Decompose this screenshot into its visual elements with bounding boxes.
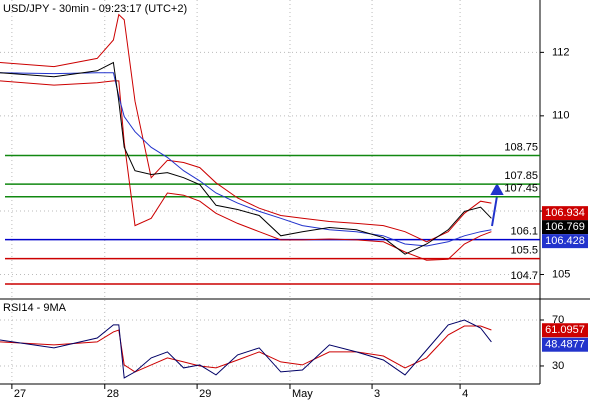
x-tick-label: May — [292, 388, 313, 400]
last-value-box — [542, 206, 588, 221]
x-tick-label: 28 — [107, 388, 119, 400]
level-label: 104.7 — [510, 270, 538, 282]
series-line — [0, 61, 492, 255]
last-value-label: 106.428 — [545, 235, 585, 247]
last-value-box — [542, 220, 588, 235]
series-line — [0, 325, 492, 373]
y-tick-label: 110 — [552, 110, 570, 122]
level-label: 106.1 — [510, 226, 538, 238]
last-value-label: 106.934 — [545, 207, 585, 219]
last-value-label: 48.4877 — [545, 339, 585, 351]
x-tick-label: 27 — [14, 388, 26, 400]
level-label: 107.45 — [504, 183, 538, 195]
last-value-label: 61.0957 — [545, 324, 585, 336]
x-tick-label: 29 — [199, 388, 211, 400]
series-line — [0, 13, 492, 243]
series-line — [0, 80, 492, 261]
y-tick-label: 30 — [552, 360, 564, 372]
last-value-label: 106.769 — [545, 221, 585, 233]
last-value-box — [542, 323, 588, 338]
x-tick-label: 4 — [462, 388, 468, 400]
y-tick-label: 70 — [552, 314, 564, 326]
last-value-box — [542, 234, 588, 249]
x-tick-label: 3 — [374, 388, 380, 400]
chart-title: USD/JPY - 30min - 09:23:17 (UTC+2) — [3, 3, 187, 15]
trend-arrow — [490, 182, 504, 227]
rsi-title: RSI14 - 9MA — [3, 302, 67, 314]
level-label: 105.5 — [510, 245, 538, 257]
y-tick-label: 105 — [552, 268, 570, 280]
last-value-box — [542, 337, 588, 352]
series-line — [0, 319, 492, 379]
series-line — [0, 72, 492, 247]
level-label: 107.85 — [504, 170, 538, 182]
level-label: 108.75 — [504, 141, 538, 153]
y-tick-label: 112 — [552, 46, 570, 58]
